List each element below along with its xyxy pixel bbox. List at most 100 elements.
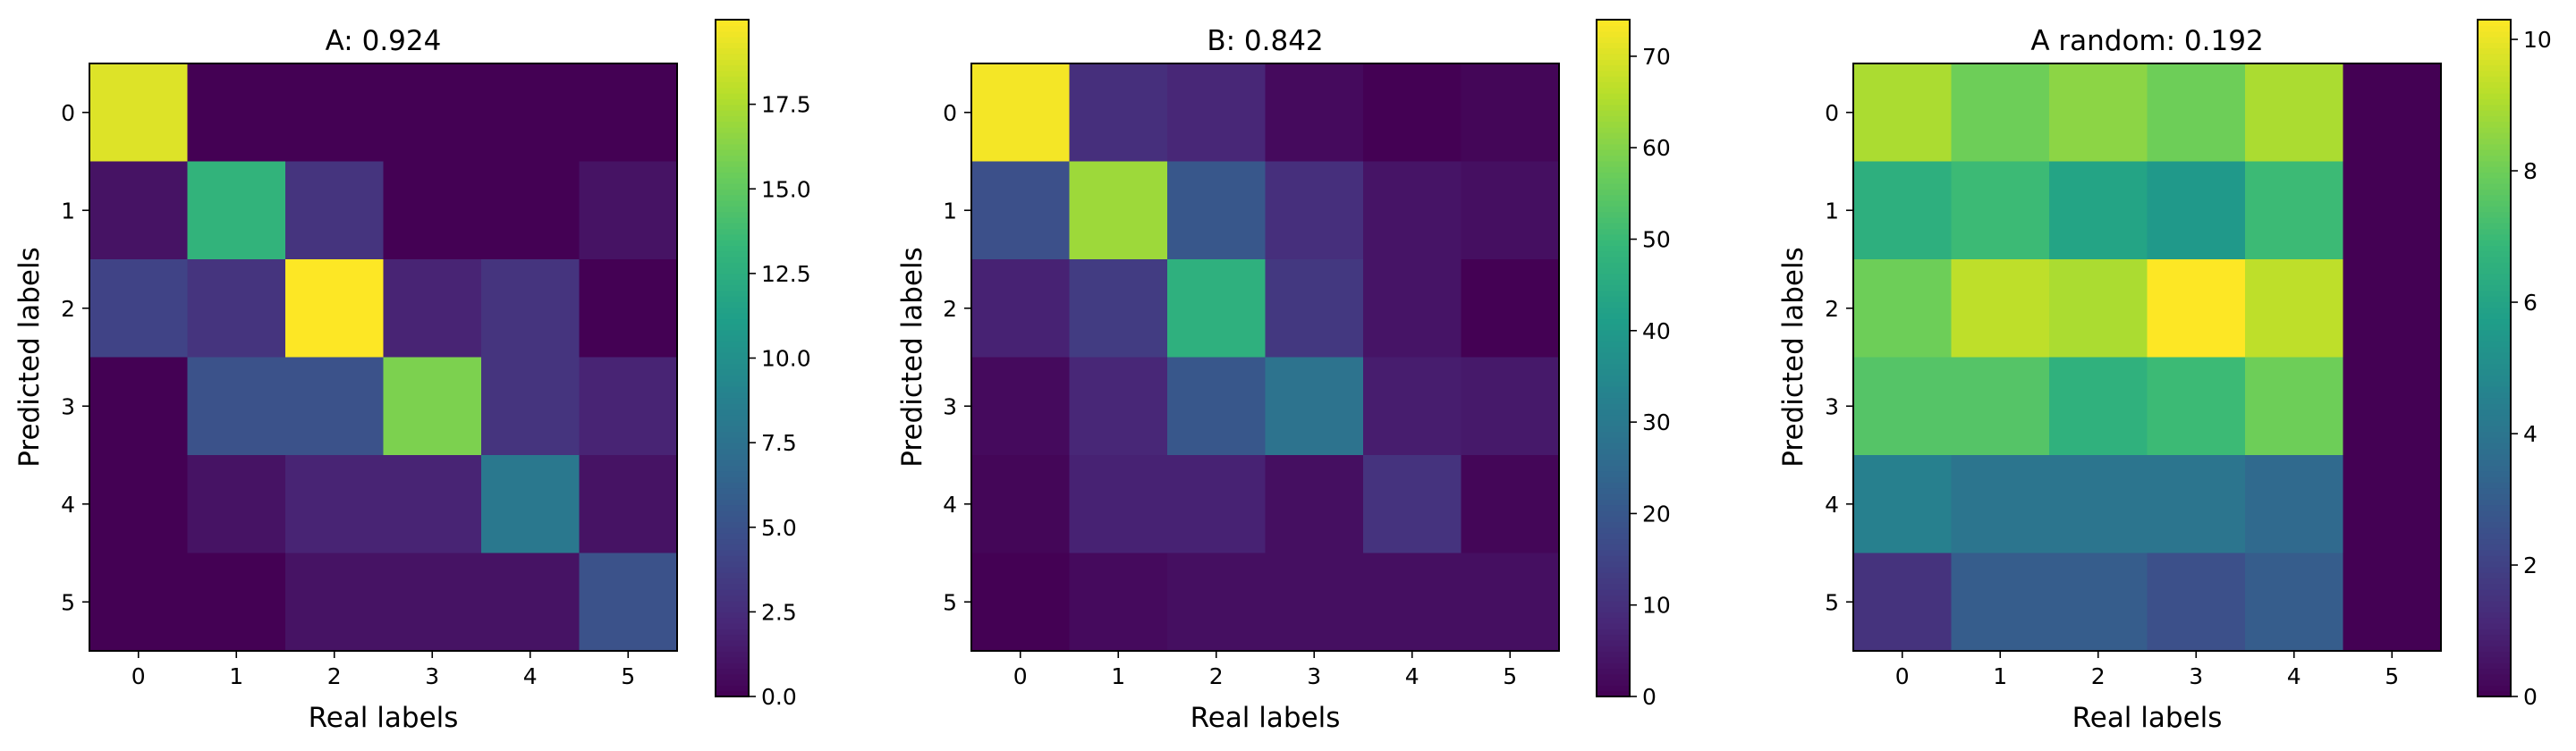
y-tick-label: 2 [1825, 296, 1839, 322]
heatmap-cell [1167, 553, 1266, 652]
colorbar-segment [716, 122, 749, 128]
colorbar: 0.02.55.07.510.012.515.017.5 [716, 20, 811, 710]
colorbar-segment [2478, 122, 2511, 128]
colorbar-segment [2478, 589, 2511, 595]
colorbar-segment [1597, 291, 1630, 297]
colorbar-segment [716, 127, 749, 133]
colorbar-segment [1597, 189, 1630, 195]
colorbar-segment [716, 516, 749, 522]
heatmap-cell [1952, 259, 2050, 358]
colorbar-segment [2478, 132, 2511, 139]
colorbar-segment [1597, 178, 1630, 184]
colorbar-segment [716, 426, 749, 432]
colorbar-segment [2478, 48, 2511, 55]
heatmap-cell [481, 553, 580, 652]
heatmap-cell [1462, 553, 1560, 652]
x-tick-label: 5 [1503, 663, 1517, 689]
heatmap-cell [2148, 553, 2246, 652]
colorbar-segment [2478, 342, 2511, 348]
heatmap-cell [89, 259, 188, 358]
colorbar-segment [2478, 359, 2511, 365]
colorbar-segment [1597, 325, 1630, 331]
heatmap-cell [1363, 553, 1462, 652]
colorbar-segment [716, 601, 749, 607]
colorbar-segment [716, 138, 749, 144]
colorbar-segment [716, 494, 749, 500]
y-tick-label: 0 [943, 100, 957, 126]
colorbar-tick-label: 2 [2523, 553, 2538, 578]
colorbar-segment [716, 618, 749, 624]
colorbar-tick-label: 60 [1642, 135, 1671, 161]
colorbar-segment [1597, 448, 1630, 454]
y-axis-label: Predicted labels [896, 247, 928, 468]
colorbar-segment [2478, 398, 2511, 404]
colorbar-segment [1597, 122, 1630, 128]
x-tick-label: 4 [2287, 663, 2301, 689]
colorbar-segment [716, 415, 749, 421]
colorbar-segment [1597, 572, 1630, 578]
colorbar-segment [1597, 589, 1630, 595]
colorbar-segment [716, 511, 749, 517]
colorbar-segment [1597, 313, 1630, 319]
colorbar-segment [2478, 228, 2511, 234]
heatmap-cell [2245, 455, 2343, 553]
colorbar-segment [716, 25, 749, 31]
colorbar-segment [716, 59, 749, 65]
y-tick-label: 2 [61, 296, 75, 322]
colorbar-segment [716, 342, 749, 348]
colorbar-segment [2478, 629, 2511, 635]
x-tick-label: 3 [1307, 663, 1321, 689]
x-tick-label: 3 [425, 663, 439, 689]
colorbar-segment [2478, 347, 2511, 353]
colorbar-segment [2478, 375, 2511, 381]
colorbar-segment [716, 240, 749, 246]
colorbar-segment [716, 301, 749, 308]
colorbar-segment [1597, 172, 1630, 178]
heatmap-cell [481, 63, 580, 162]
colorbar-segment [2478, 284, 2511, 291]
colorbar-segment [716, 234, 749, 240]
colorbar-segment [2478, 274, 2511, 280]
colorbar-segment [2478, 279, 2511, 285]
colorbar-segment [1597, 110, 1630, 116]
x-tick-label: 2 [1209, 663, 1224, 689]
colorbar-segment [1597, 48, 1630, 55]
x-axis-ticks: 012345 [131, 651, 635, 689]
colorbar-segment [716, 437, 749, 443]
colorbar-segment [1597, 251, 1630, 257]
heatmap-cell [1070, 455, 1168, 553]
colorbar-segment [716, 291, 749, 297]
colorbar-tick-label: 6 [2523, 290, 2538, 316]
colorbar-tick-label: 20 [1642, 501, 1671, 527]
colorbar-segment [1597, 392, 1630, 398]
colorbar-segment [716, 521, 749, 527]
colorbar-segment [1597, 369, 1630, 376]
colorbar-segment [716, 149, 749, 156]
colorbar-segment [1597, 217, 1630, 224]
colorbar-segment [1597, 200, 1630, 207]
heatmap-cell [1853, 162, 1952, 260]
heatmap-cell [971, 455, 1070, 553]
y-axis-ticks: 0 1 2 3 4 5 [61, 100, 89, 616]
colorbar-segment [1597, 330, 1630, 336]
colorbar-segment [1597, 127, 1630, 133]
colorbar-segment [2478, 477, 2511, 483]
y-tick-label: 3 [61, 393, 75, 419]
heatmap-cell [188, 455, 286, 553]
colorbar-segment [716, 544, 749, 551]
x-axis-label: Real labels [2072, 702, 2223, 734]
colorbar-segment [716, 155, 749, 161]
colorbar-segment [2478, 426, 2511, 432]
colorbar-segment [1597, 155, 1630, 161]
colorbar-segment [1597, 550, 1630, 556]
colorbar-segment [1597, 138, 1630, 144]
colorbar-segment [2478, 386, 2511, 392]
colorbar-segment [716, 93, 749, 99]
colorbar-segment [2478, 555, 2511, 561]
x-tick-label: 2 [2091, 663, 2106, 689]
colorbar-segment [716, 505, 749, 511]
heatmap-cell [384, 455, 482, 553]
colorbar-segment [1597, 629, 1630, 635]
colorbar-segment [1597, 37, 1630, 43]
colorbar-segment [2478, 488, 2511, 494]
